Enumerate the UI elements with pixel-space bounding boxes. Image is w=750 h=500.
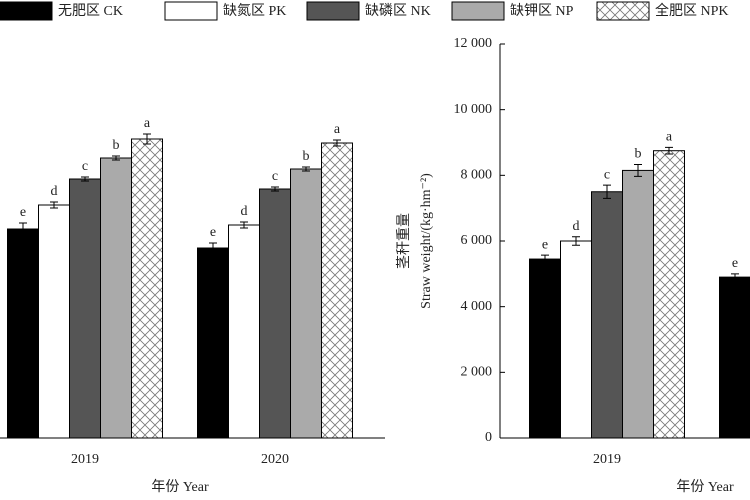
bar xyxy=(228,224,260,439)
y-tick-label: 8 000 xyxy=(461,168,493,183)
x-tick-label: 2019 xyxy=(593,452,621,467)
y-tick-label: 4 000 xyxy=(461,299,493,314)
bar xyxy=(131,138,163,439)
significance-letter: c xyxy=(82,159,88,174)
bar xyxy=(197,247,229,439)
y-tick-label: 6 000 xyxy=(461,233,493,248)
significance-letter: d xyxy=(241,204,248,219)
legend-swatch xyxy=(596,1,650,21)
error-bar xyxy=(541,254,549,264)
significance-letter: a xyxy=(144,116,151,131)
bar xyxy=(560,240,592,439)
error-bar xyxy=(302,166,310,172)
significance-letter: c xyxy=(604,167,610,182)
y-axis-label: 茎秆重量 xyxy=(396,213,412,269)
significance-letter: d xyxy=(573,219,580,234)
significance-letter: e xyxy=(732,256,738,271)
legend-swatch xyxy=(164,1,218,21)
error-bar xyxy=(240,221,248,229)
error-bar xyxy=(209,242,217,254)
y-axis-label: Straw weight/(kg·hm⁻²) xyxy=(419,173,434,309)
x-tick-label: 2020 xyxy=(261,452,289,467)
significance-letter: e xyxy=(542,237,548,252)
legend-label: 无肥区 CK xyxy=(58,3,123,19)
x-axis-label: 年份 Year xyxy=(676,479,734,495)
error-bar xyxy=(333,139,341,147)
x-tick-label: 2019 xyxy=(71,452,99,467)
significance-letter: d xyxy=(51,184,58,199)
error-bar xyxy=(19,222,27,236)
legend-label: 全肥区 NPK xyxy=(655,2,729,19)
significance-letter: e xyxy=(210,225,216,240)
bar xyxy=(100,157,132,439)
bar xyxy=(529,258,561,439)
bar xyxy=(290,168,322,439)
bar xyxy=(321,142,353,439)
significance-letter: a xyxy=(334,122,341,137)
error-bar xyxy=(572,236,580,246)
legend-swatch xyxy=(306,1,360,21)
significance-letter: b xyxy=(635,147,642,162)
significance-letter: e xyxy=(20,205,26,220)
bar xyxy=(38,204,70,439)
bar xyxy=(7,228,39,439)
legend-label: 缺磷区 NK xyxy=(365,3,431,19)
error-bar xyxy=(50,201,58,209)
y-tick-label: 0 xyxy=(485,430,492,445)
significance-letter: c xyxy=(272,169,278,184)
error-bar xyxy=(143,133,151,145)
y-tick-label: 10 000 xyxy=(454,102,493,117)
bar xyxy=(69,178,101,439)
bar xyxy=(719,276,750,439)
error-bar xyxy=(603,184,611,199)
bar xyxy=(653,150,685,439)
error-bar xyxy=(112,155,120,161)
legend-swatch xyxy=(451,1,505,21)
legend-swatch xyxy=(0,1,53,21)
error-bar xyxy=(665,146,673,155)
bar xyxy=(622,169,654,439)
error-bar xyxy=(634,163,642,177)
significance-letter: a xyxy=(666,130,673,145)
significance-letter: b xyxy=(113,138,120,153)
bar xyxy=(591,191,623,439)
bar xyxy=(259,188,291,439)
y-tick-label: 2 000 xyxy=(461,365,493,380)
error-bar xyxy=(271,186,279,192)
legend-label: 缺氮区 PK xyxy=(223,3,286,19)
legend-label: 缺钾区 NP xyxy=(510,3,574,19)
x-axis-label: 年份 Year xyxy=(151,479,209,495)
significance-letter: b xyxy=(303,149,310,164)
error-bar xyxy=(81,176,89,182)
error-bar xyxy=(731,273,739,281)
y-tick-label: 12 000 xyxy=(454,36,493,51)
